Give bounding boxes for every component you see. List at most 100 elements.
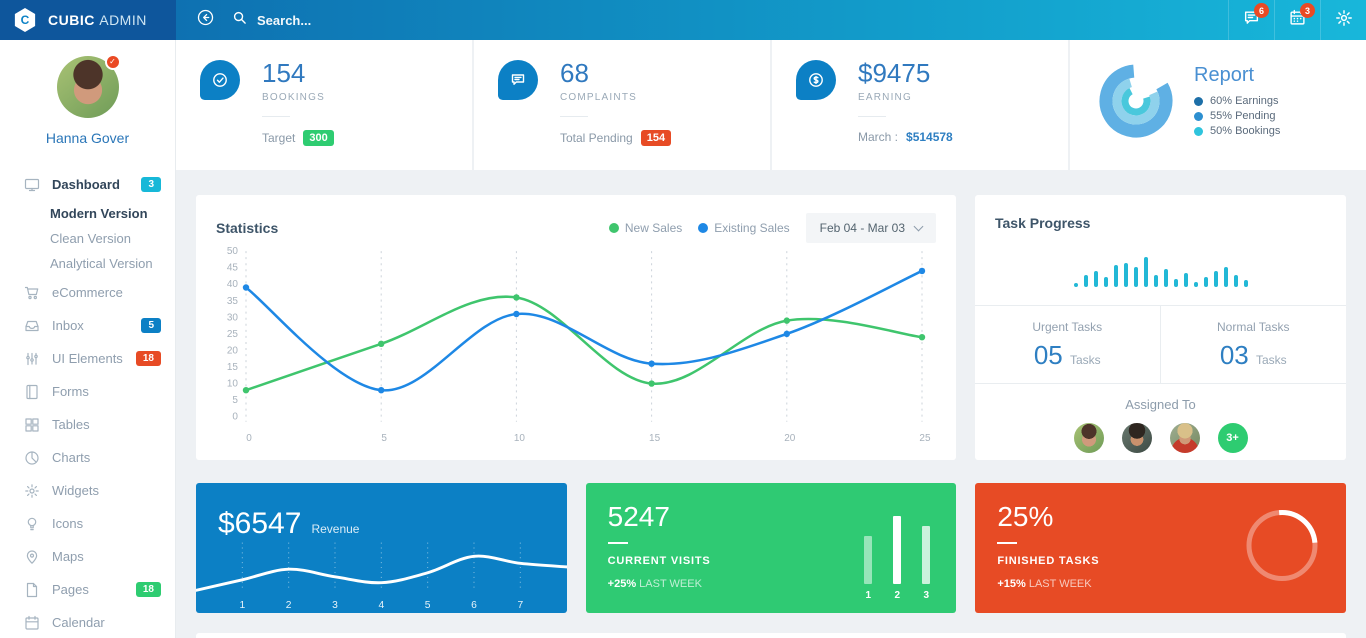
assignee-avatar[interactable]	[1169, 423, 1200, 453]
svg-text:0: 0	[246, 433, 252, 444]
sidebar-item-label: Widgets	[52, 483, 99, 498]
divider	[858, 116, 886, 117]
sidebar-item-modern-version[interactable]: Modern Version	[0, 201, 175, 226]
svg-text:20: 20	[784, 433, 796, 444]
sidebar-item-icons[interactable]: Icons	[0, 507, 175, 540]
svg-text:10: 10	[514, 433, 526, 444]
task-bar	[1163, 269, 1168, 287]
task-bar	[1153, 275, 1158, 287]
legend-dot-icon	[1194, 126, 1203, 136]
dollar-circle-icon	[796, 60, 836, 100]
task-bar	[1113, 265, 1118, 287]
revenue-card: $6547 Revenue 1 2 3 4 5 6 7	[196, 483, 567, 613]
more-assignees-button[interactable]: 3+	[1217, 423, 1248, 453]
collapse-sidebar-button[interactable]	[184, 0, 226, 40]
sidebar-item-label: Analytical Version	[50, 256, 153, 271]
calendar-icon	[24, 615, 40, 631]
bulb-icon	[24, 516, 40, 532]
svg-text:2: 2	[286, 600, 292, 611]
sidebar-item-label: UI Elements	[52, 351, 123, 366]
sidebar-item-ecommerce[interactable]: eCommerce	[0, 276, 175, 309]
finished-label: FINISHED TASKS	[997, 555, 1100, 567]
form-icon	[24, 384, 40, 400]
divider	[607, 542, 628, 544]
visits-delta: +25%	[607, 578, 637, 590]
task-bar	[1083, 275, 1088, 287]
svg-text:10: 10	[227, 379, 239, 390]
target-label: Target	[262, 131, 296, 145]
monitor-icon	[24, 177, 40, 193]
legend-dot-icon	[1194, 96, 1203, 106]
sidebar-item-widgets[interactable]: Widgets	[0, 474, 175, 507]
file-icon	[24, 582, 40, 598]
task-bar	[1223, 267, 1228, 287]
sidebar-item-label: Tables	[52, 417, 90, 432]
task-bar	[1183, 273, 1188, 287]
sidebar-item-analytical-version[interactable]: Analytical Version	[0, 251, 175, 276]
sidebar-item-label: Modern Version	[50, 206, 148, 221]
normal-tasks-cell: Normal Tasks 03 Tasks	[1217, 320, 1290, 370]
sidebar-badge: 18	[135, 582, 161, 597]
blue-dot-icon	[698, 223, 709, 233]
sidebar-item-clean-version[interactable]: Clean Version	[0, 226, 175, 251]
svg-text:25: 25	[919, 433, 931, 444]
calendar-button[interactable]: 3	[1274, 0, 1320, 40]
sidebar-item-forms[interactable]: Forms	[0, 375, 175, 408]
svg-text:15: 15	[227, 362, 239, 373]
task-progress-title: Task Progress	[995, 215, 1091, 231]
finished-delta-label: LAST WEEK	[1028, 578, 1092, 590]
visit-bar	[922, 526, 931, 584]
svg-text:20: 20	[227, 345, 239, 356]
sidebar-item-charts[interactable]: Charts	[0, 441, 175, 474]
task-bar	[1123, 263, 1128, 287]
sidebar-item-dashboard[interactable]: Dashboard 3	[0, 168, 175, 201]
assignee-avatar[interactable]	[1121, 423, 1152, 453]
task-bar	[1103, 277, 1108, 287]
visit-bar	[893, 516, 902, 584]
user-name[interactable]: Hanna Gover	[45, 130, 130, 146]
report-card: Report 60% Earnings 55% Pending 50% Bookin…	[1070, 40, 1366, 170]
legend-dot-icon	[1194, 111, 1203, 121]
visit-bar-label: 1	[865, 590, 872, 601]
brand-name: CUBIC ADMIN	[48, 12, 147, 28]
march-value: $514578	[906, 130, 953, 144]
task-bar	[1133, 267, 1138, 287]
normal-tasks-value: 03	[1219, 340, 1249, 370]
sidebar-item-ui-elements[interactable]: UI Elements 18	[0, 342, 175, 375]
statistics-line-chart: 0 5 10 15 20 25 30 35 40 45 50 0 5 10 15 20 25	[227, 246, 931, 444]
legend-new-sales: New Sales	[608, 221, 682, 235]
sidebar-item-pages[interactable]: Pages 18	[0, 573, 175, 606]
pending-label: Total Pending	[560, 131, 633, 145]
next-card-edge	[196, 633, 1346, 638]
messages-button[interactable]: 6	[1228, 0, 1274, 40]
revenue-value: $6547	[218, 507, 302, 540]
sidebar-item-calendar[interactable]: Calendar	[0, 606, 175, 638]
search-icon	[232, 10, 247, 30]
visits-delta-label: LAST WEEK	[639, 578, 702, 590]
complaints-label: COMPLAINTS	[560, 92, 638, 103]
task-bar	[1243, 280, 1248, 287]
pending-badge: 154	[640, 130, 672, 146]
task-bar	[1213, 271, 1218, 287]
report-legend-item: 55% Pending	[1194, 110, 1280, 122]
visits-bar-chart: 1 2 3	[864, 516, 931, 601]
svg-text:40: 40	[227, 279, 239, 290]
report-legend-item: 50% Bookings	[1194, 125, 1280, 137]
visit-bar-column: 3	[922, 526, 931, 601]
sidebar-item-label: Icons	[52, 516, 84, 531]
sidebar-item-maps[interactable]: Maps	[0, 540, 175, 573]
search-box[interactable]	[232, 10, 477, 30]
task-bar	[1203, 277, 1208, 287]
progress-ring-chart	[1246, 510, 1318, 581]
finished-tasks-card: 25% FINISHED TASKS +15% LAST WEEK	[975, 483, 1346, 613]
brand-logo[interactable]: C CUBIC ADMIN	[0, 0, 176, 40]
task-bar	[1073, 283, 1078, 287]
settings-button[interactable]	[1320, 0, 1366, 40]
sidebar-item-tables[interactable]: Tables	[0, 408, 175, 441]
date-range-select[interactable]: Feb 04 - Mar 03	[805, 213, 936, 243]
report-legend: 60% Earnings 55% Pending 50% Bookings	[1194, 95, 1280, 137]
sidebar-item-inbox[interactable]: Inbox 5	[0, 309, 175, 342]
search-input[interactable]	[257, 12, 477, 28]
urgent-tasks-cell: Urgent Tasks 05 Tasks	[975, 306, 1161, 383]
assignee-avatar[interactable]	[1073, 423, 1104, 453]
